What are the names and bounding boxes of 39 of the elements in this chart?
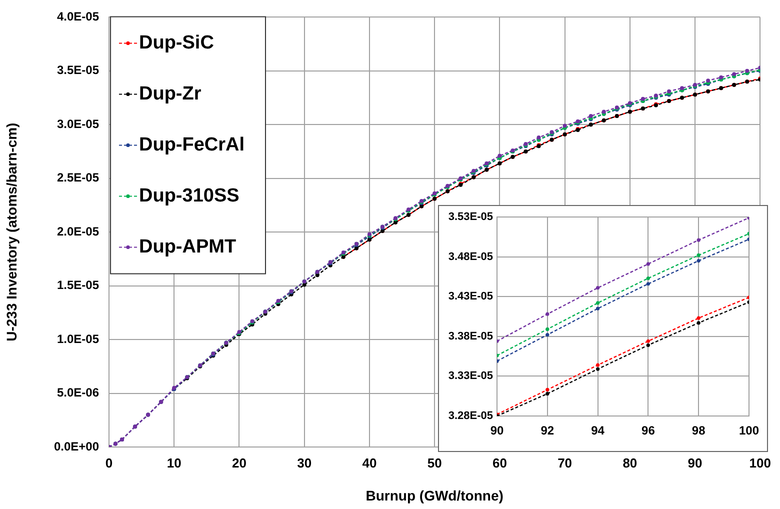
y-tick-label: 2.0E-05 [56,224,100,238]
y-tick-label: 3.38E-05 [448,330,493,342]
y-tick-label: 2.5E-05 [56,170,100,185]
x-tick-label: 80 [622,455,638,470]
x-tick-label: 92 [540,424,554,438]
x-tick-label: 0 [105,455,113,470]
y-tick-label: 3.5E-05 [56,63,100,78]
legend-label: Dup-APMT [139,236,236,258]
x-tick-label: 100 [749,455,772,470]
x-tick-label: 100 [738,424,760,438]
y-axis-title: U-233 Inventory (atoms/barn-cm) [3,122,20,342]
x-tick-label: 90 [688,455,702,470]
y-tick-label: 3.53E-05 [448,211,493,224]
y-tick-label: 3.0E-05 [56,116,100,131]
y-tick-label: 4.0E-05 [56,10,100,24]
y-tick-label: 3.43E-05 [448,290,493,303]
x-tick-label: 96 [642,424,656,438]
legend-label: Dup-310SS [139,185,240,206]
y-tick-label: 3.48E-05 [448,250,493,263]
y-tick-label: 0.0E+00 [54,439,100,454]
x-tick-label: 30 [297,455,312,470]
y-tick-label: 3.33E-05 [448,370,493,382]
y-tick-label: 3.28E-05 [448,410,493,422]
x-tick-label: 98 [692,424,706,438]
x-tick-label: 60 [492,455,507,470]
x-tick-label: 90 [490,424,504,438]
y-tick-label: 5.0E-06 [56,386,100,400]
legend-label: Dup-FeCrAl [139,134,245,156]
legend-label: Dup-SiC [139,32,214,54]
x-tick-label: 20 [232,455,246,470]
y-tick-label: 1.0E-05 [56,332,100,346]
y-tick-label: 1.5E-05 [56,278,100,292]
x-tick-label: 10 [166,455,182,470]
x-tick-label: 94 [591,424,605,438]
legend-label: Dup-Zr [139,83,202,104]
x-axis-title: Burnup (GWd/tonne) [366,487,504,504]
x-tick-label: 40 [362,455,377,470]
x-tick-label: 50 [427,455,442,470]
x-tick-label: 70 [558,455,572,470]
